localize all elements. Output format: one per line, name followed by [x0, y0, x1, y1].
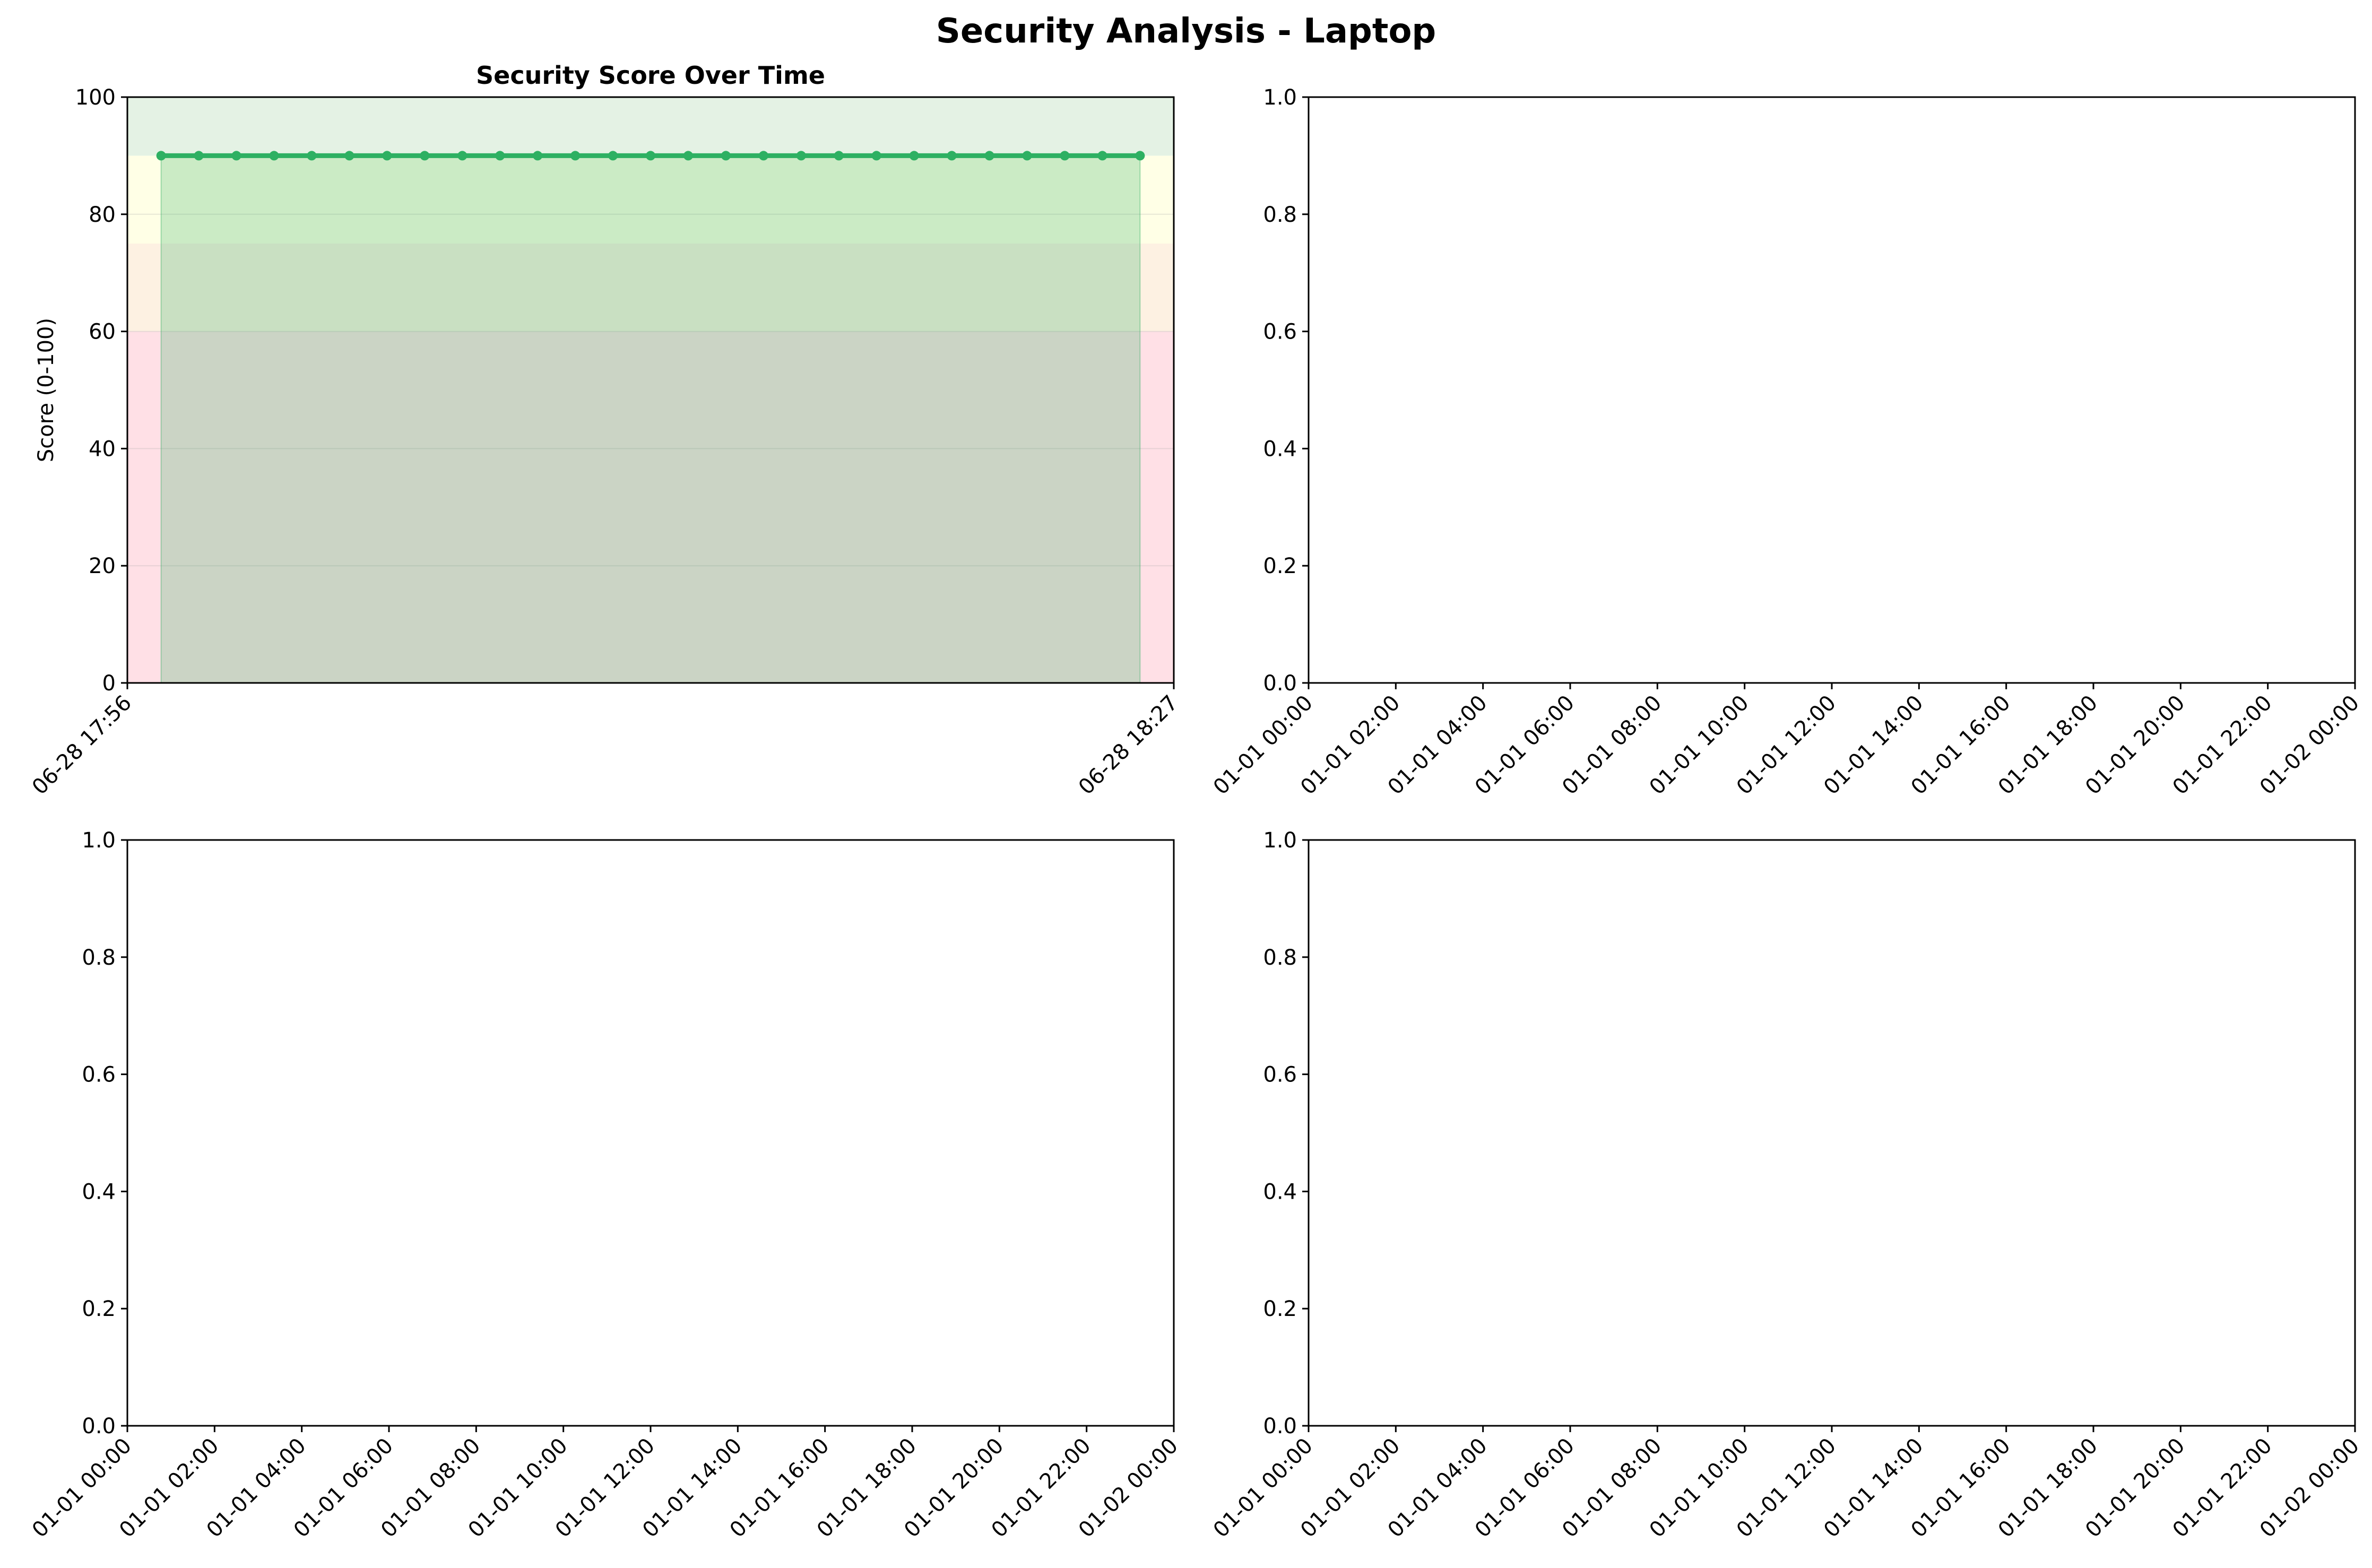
chart-panels: 0 20 40 60 80 100 06-28 17:56 06-28 18:27 Securi…: [28, 61, 2364, 1543]
series-point: [909, 151, 919, 161]
series-point: [231, 151, 241, 161]
y-tick-label: 20: [89, 554, 116, 578]
series-point: [1060, 151, 1070, 161]
series-fill-area: [160, 155, 1141, 683]
axes-frame: [1308, 96, 2356, 684]
series-point: [1135, 151, 1145, 161]
y-tick-label: 0.4: [1263, 437, 1297, 461]
y-tick-label: 0.2: [82, 1297, 116, 1321]
series-point: [533, 151, 543, 161]
y-tick-label: 1.0: [82, 828, 116, 853]
background-band: [127, 97, 1174, 156]
chart-title: Security Score Over Time: [476, 61, 825, 90]
series-point: [947, 151, 957, 161]
background-band: [127, 244, 1174, 332]
chart-panel-1: 0 20 40 60 80 100 06-28 17:56 06-28 18:27 Securi…: [28, 61, 1183, 800]
series-point: [269, 151, 279, 161]
y-tick-label: 1.0: [1263, 828, 1297, 853]
series-point: [307, 151, 317, 161]
series-point: [156, 151, 166, 161]
y-tick-label: 40: [89, 437, 116, 461]
y-tick-label: 1.0: [1263, 85, 1297, 110]
series-point: [457, 151, 468, 161]
series-point: [871, 151, 881, 161]
y-tick-label: 80: [89, 203, 116, 227]
series-point: [796, 151, 806, 161]
y-tick-label: 0.0: [1263, 1414, 1297, 1439]
background-band: [127, 331, 1174, 683]
series-point: [1022, 151, 1032, 161]
series-point: [495, 151, 505, 161]
series-point: [570, 151, 581, 161]
y-tick-label: 0.8: [82, 946, 116, 970]
y-tick-label: 100: [75, 85, 116, 110]
y-tick-label: 0.0: [1263, 671, 1297, 696]
series-point: [344, 151, 354, 161]
y-tick-label: 0.8: [1263, 946, 1297, 970]
y-tick-label: 0.8: [1263, 203, 1297, 227]
y-tick-label: 0: [102, 671, 116, 696]
series-point: [834, 151, 844, 161]
axes-frame: [126, 839, 1175, 1427]
series-point: [721, 151, 731, 161]
y-axis-label: Score (0-100): [34, 318, 58, 462]
y-tick-label: 0.6: [1263, 1063, 1297, 1087]
y-tick-label: 0.4: [82, 1180, 116, 1204]
background-band: [127, 155, 1174, 244]
figure-suptitle: Security Analysis - Laptop: [936, 12, 1436, 51]
axes-frame: [126, 96, 1175, 684]
series-point: [683, 151, 693, 161]
y-tick-label: 0.2: [1263, 1297, 1297, 1321]
y-tick-label: 0.6: [82, 1063, 116, 1087]
x-tick-label: 06-28 18:27: [1074, 691, 1183, 800]
series-point: [758, 151, 768, 161]
y-tick-label: 60: [89, 320, 116, 344]
series-point: [194, 151, 204, 161]
y-tick-label: 0.6: [1263, 320, 1297, 344]
series-point: [984, 151, 994, 161]
series-point: [608, 151, 618, 161]
series-point: [382, 151, 392, 161]
x-tick-label: 06-28 17:56: [28, 691, 136, 800]
series-point: [420, 151, 430, 161]
y-tick-label: 0.0: [82, 1414, 116, 1439]
series-point: [646, 151, 655, 161]
y-tick-label: 0.4: [1263, 1180, 1297, 1204]
series-point: [1097, 151, 1107, 161]
axes-frame: [1308, 839, 2356, 1427]
y-tick-label: 0.2: [1263, 554, 1297, 578]
